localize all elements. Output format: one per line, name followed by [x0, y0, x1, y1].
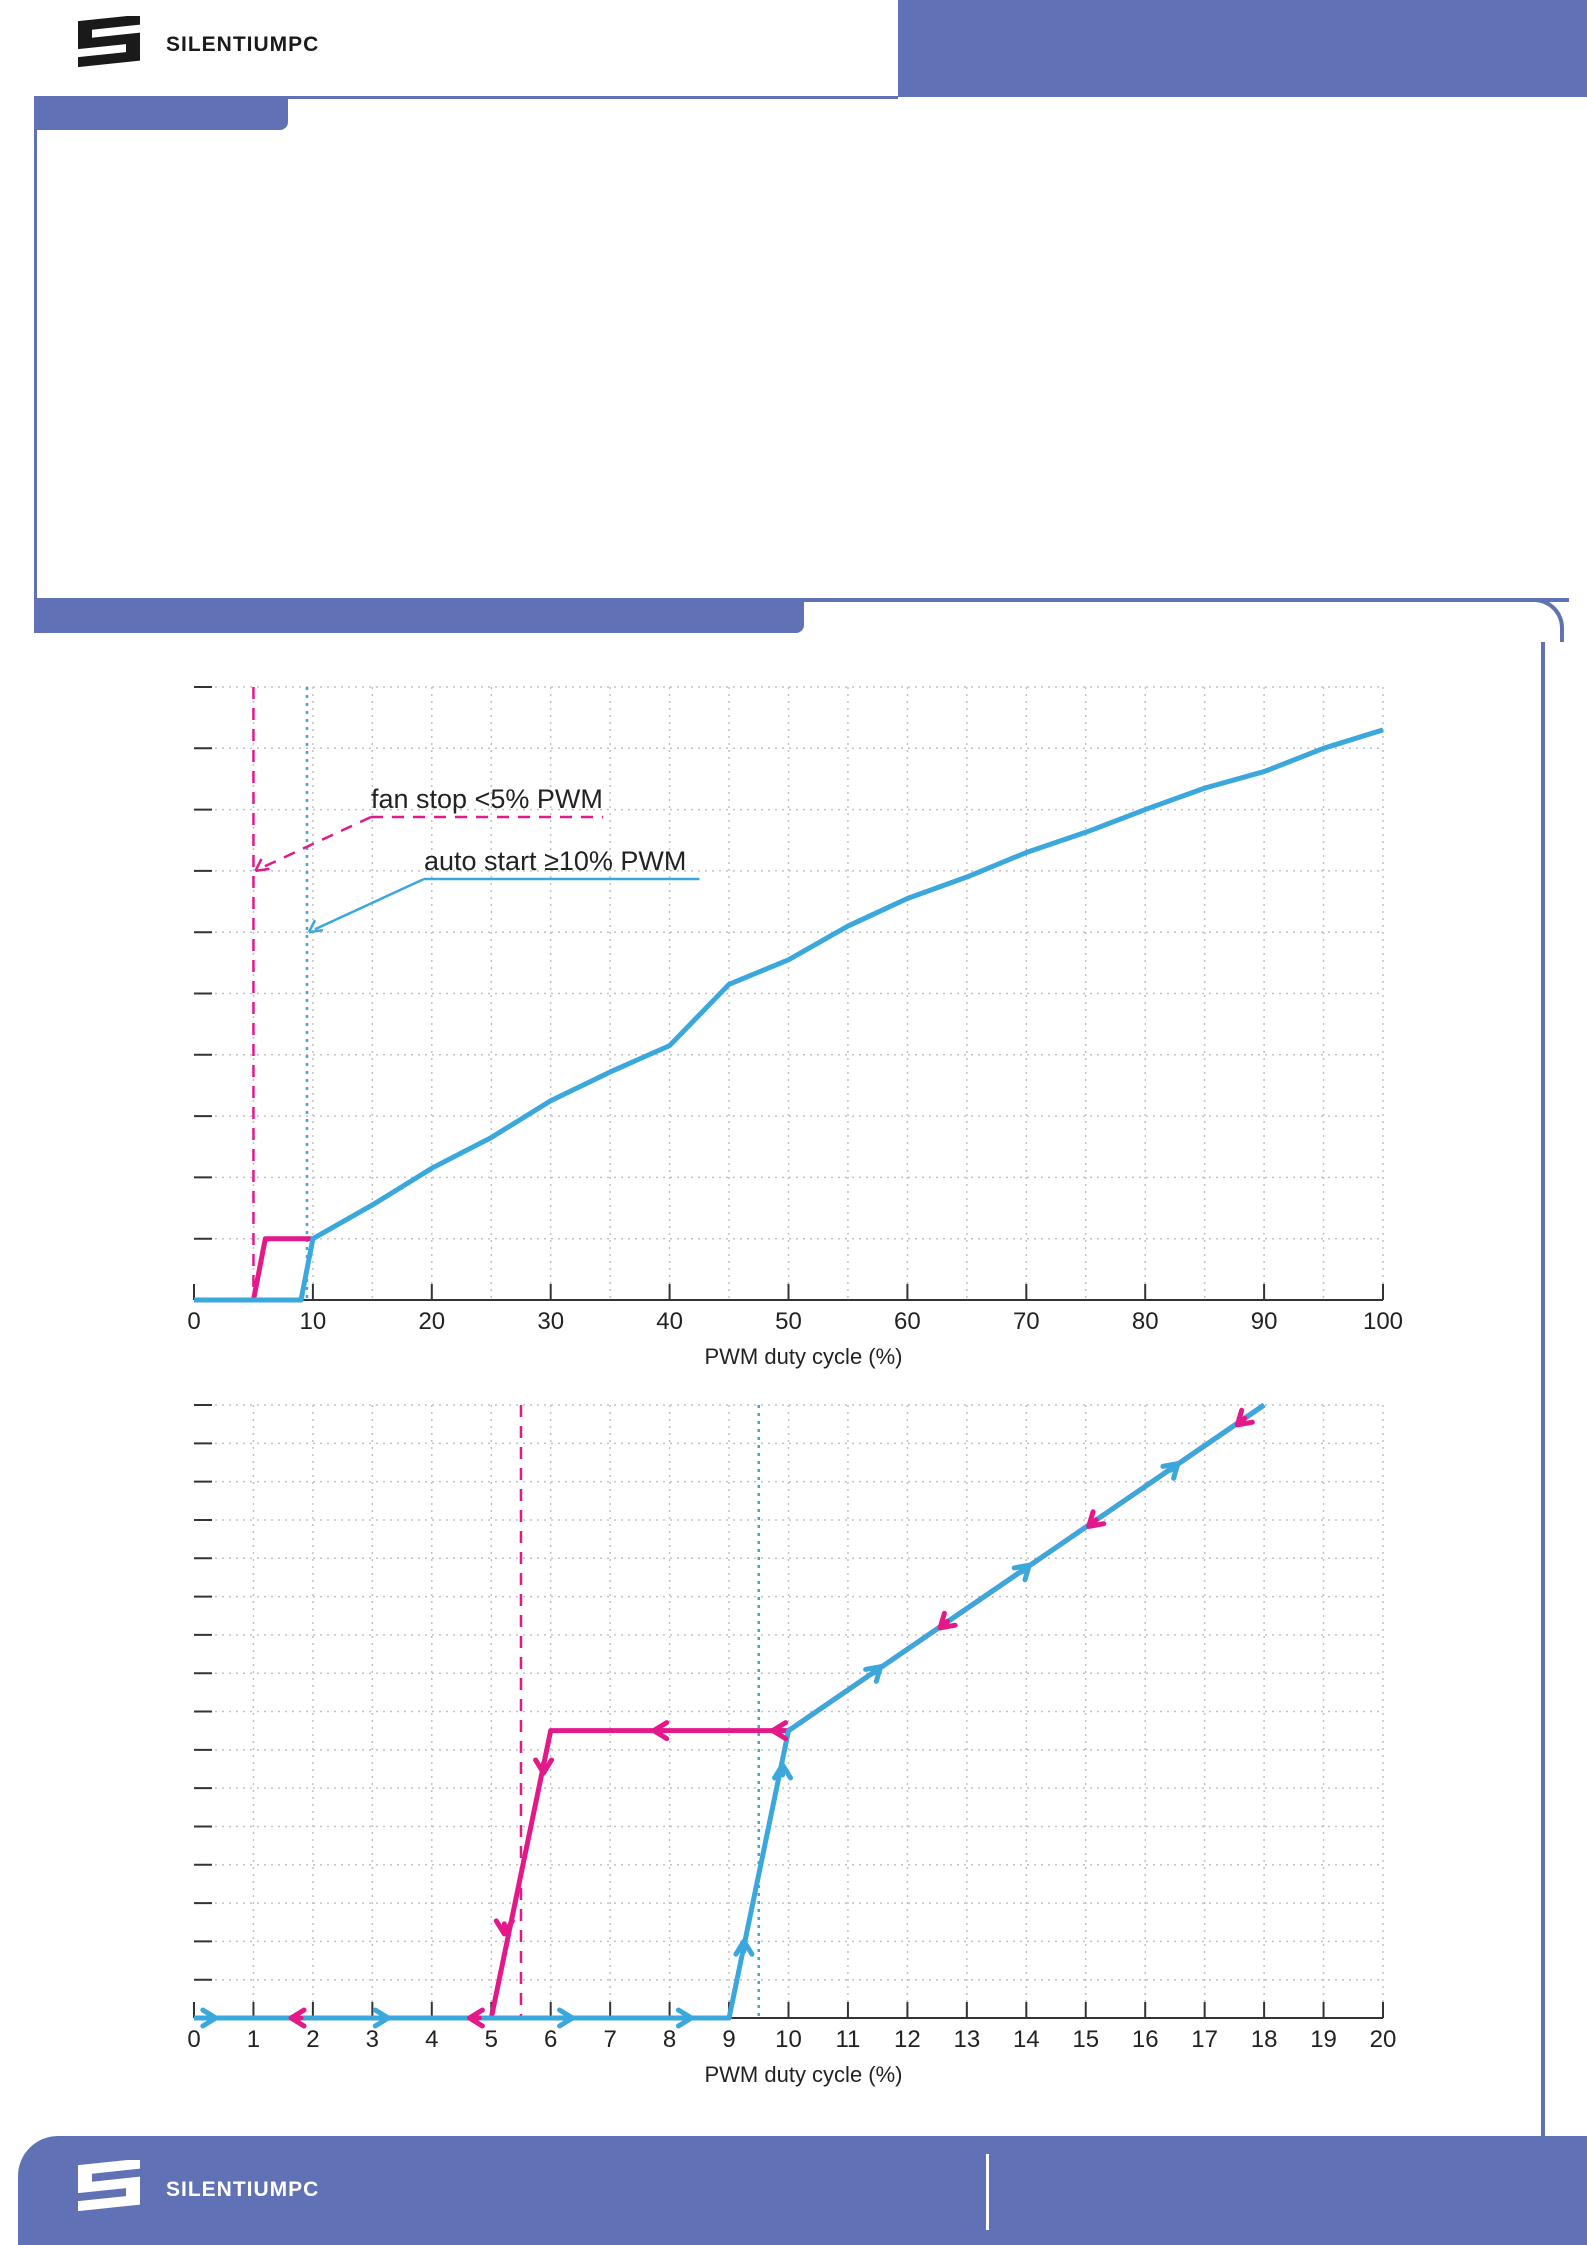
- x-tick-label: 6: [544, 2026, 557, 2053]
- x-tick-label: 5: [485, 2026, 498, 2053]
- pink-direction-arrow: [533, 1757, 555, 1776]
- section-tab-top: [34, 98, 288, 130]
- footer-divider: [986, 2154, 989, 2230]
- x-tick-label: 17: [1191, 2026, 1218, 2053]
- x-tick-label: 0: [187, 2026, 200, 2053]
- pink-direction-arrow: [1234, 1407, 1255, 1428]
- x-tick-label: 2: [306, 2026, 319, 2053]
- x-tick-label: 14: [1013, 2026, 1040, 2053]
- blue-direction-arrow: [557, 2007, 576, 2029]
- blue-direction-arrow: [372, 2007, 391, 2029]
- right-panel-border: [1541, 598, 1545, 2138]
- pink-direction-arrow: [288, 2007, 307, 2029]
- x-tick-label: 80: [1132, 1308, 1159, 1335]
- x-tick-label: 15: [1072, 2026, 1099, 2053]
- x-tick-label: 40: [656, 1308, 683, 1335]
- x-tick-label: 90: [1251, 1308, 1278, 1335]
- x-axis-label: PWM duty cycle (%): [704, 1344, 902, 1369]
- blue-direction-arrow: [1160, 1461, 1181, 1481]
- blue-series-line: [194, 727, 1384, 1303]
- annotation-leader: [260, 815, 372, 870]
- x-tick-label: 50: [775, 1308, 802, 1335]
- footer-bar: [18, 2136, 1587, 2245]
- x-tick-label: 19: [1310, 2026, 1337, 2053]
- x-tick-label: 20: [1370, 2026, 1397, 2053]
- x-tick-label: 13: [953, 2026, 980, 2053]
- section-tab-charts: [34, 601, 804, 633]
- pink-direction-arrow: [651, 1720, 670, 1742]
- annotation-leader: [314, 877, 425, 931]
- blue-direction-arrow: [772, 1762, 794, 1781]
- blue-direction-arrow: [863, 1664, 884, 1684]
- header-bar: [898, 0, 1587, 97]
- x-tick-label: 4: [425, 2026, 438, 2053]
- x-tick-label: 18: [1251, 2026, 1278, 2053]
- x-tick-label: 11: [835, 2026, 860, 2053]
- annotation-arrowhead: [307, 919, 324, 934]
- silentiumpc-logo-icon: [78, 16, 140, 68]
- x-tick-label: 7: [603, 2026, 616, 2053]
- pink-direction-arrow: [1086, 1509, 1107, 1529]
- x-axis-label: PWM duty cycle (%): [704, 2062, 902, 2087]
- annotation-label: auto start ≥10% PWM: [424, 846, 686, 876]
- annotation-arrowhead: [254, 858, 270, 873]
- blue-direction-arrow: [733, 1938, 755, 1957]
- x-tick-label: 0: [187, 1308, 200, 1335]
- annotation-label: fan stop <5% PWM: [371, 784, 603, 814]
- top-panel-border: [34, 96, 37, 600]
- brand-name: SILENTIUMPC: [166, 33, 320, 56]
- x-tick-label: 9: [722, 2026, 735, 2053]
- header-divider: [34, 96, 898, 99]
- blue-direction-arrow: [675, 2007, 694, 2029]
- pink-direction-arrow: [466, 2007, 485, 2029]
- x-tick-label: 70: [1013, 1308, 1040, 1335]
- x-tick-label: 3: [366, 2026, 379, 2053]
- brand-name-footer: SILENTIUMPC: [166, 2178, 320, 2201]
- pink-direction-arrow: [937, 1610, 958, 1631]
- x-tick-label: 8: [663, 2026, 676, 2053]
- x-tick-label: 20: [418, 1308, 445, 1335]
- x-tick-label: 16: [1132, 2026, 1159, 2053]
- section-divider: [34, 598, 1569, 602]
- blue-direction-arrow: [200, 2007, 219, 2029]
- x-tick-label: 100: [1363, 1308, 1403, 1335]
- x-tick-label: 12: [894, 2026, 921, 2053]
- pink-direction-arrow: [493, 1918, 515, 1937]
- x-tick-label: 10: [300, 1308, 327, 1335]
- x-tick-label: 10: [775, 2026, 802, 2053]
- x-tick-label: 1: [247, 2026, 260, 2053]
- pink-direction-arrow: [770, 1720, 789, 1742]
- x-tick-label: 30: [537, 1308, 564, 1335]
- x-tick-label: 60: [894, 1308, 921, 1335]
- pwm-rpm-chart: 0 10 20 30 40 50 60 70 80 90 100 PWM duty cycle (%)…: [187, 686, 1403, 1369]
- pink-series-line: [250, 1236, 313, 1301]
- panel-corner: [1520, 598, 1564, 642]
- blue-direction-arrow: [1011, 1562, 1032, 1583]
- silentiumpc-logo-icon: [78, 2160, 140, 2212]
